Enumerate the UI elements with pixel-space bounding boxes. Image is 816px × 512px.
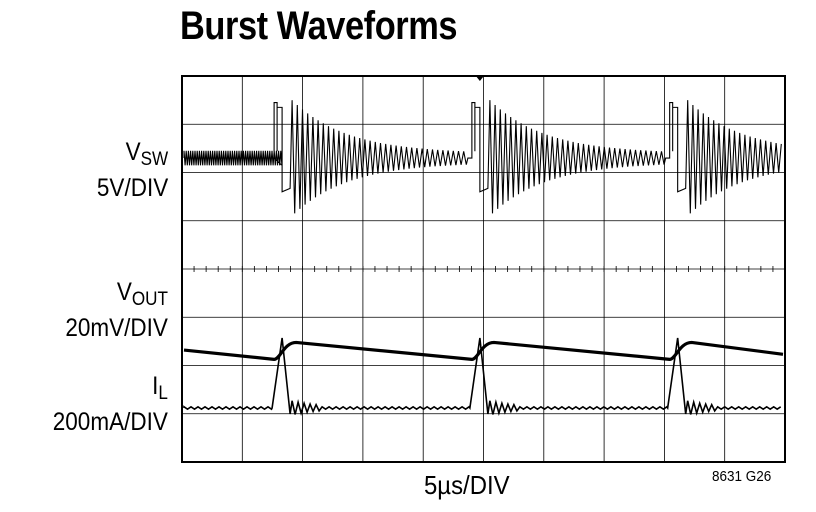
vsw-trace <box>183 100 782 214</box>
vsw-name: V <box>125 138 141 166</box>
il-trace <box>183 337 782 416</box>
il-sub: L <box>158 383 168 404</box>
figure-code: 8631 G26 <box>712 468 772 485</box>
il-scale: 200mA/DIV <box>52 408 168 436</box>
vout-sub: OUT <box>131 289 168 310</box>
vsw-label: VSW 5V/DIV <box>97 138 168 202</box>
chart-title: Burst Waveforms <box>180 4 458 48</box>
vout-name: V <box>116 278 132 306</box>
il-name: I <box>152 372 159 400</box>
trigger-marker <box>475 76 484 81</box>
vout-label: VOUT 20mV/DIV <box>65 278 168 342</box>
vsw-sub: SW <box>140 149 168 170</box>
vout-scale: 20mV/DIV <box>65 314 168 342</box>
x-axis-label: 5µs/DIV <box>424 470 510 500</box>
vsw-scale: 5V/DIV <box>96 174 168 202</box>
il-label: IL 200mA/DIV <box>53 372 168 436</box>
